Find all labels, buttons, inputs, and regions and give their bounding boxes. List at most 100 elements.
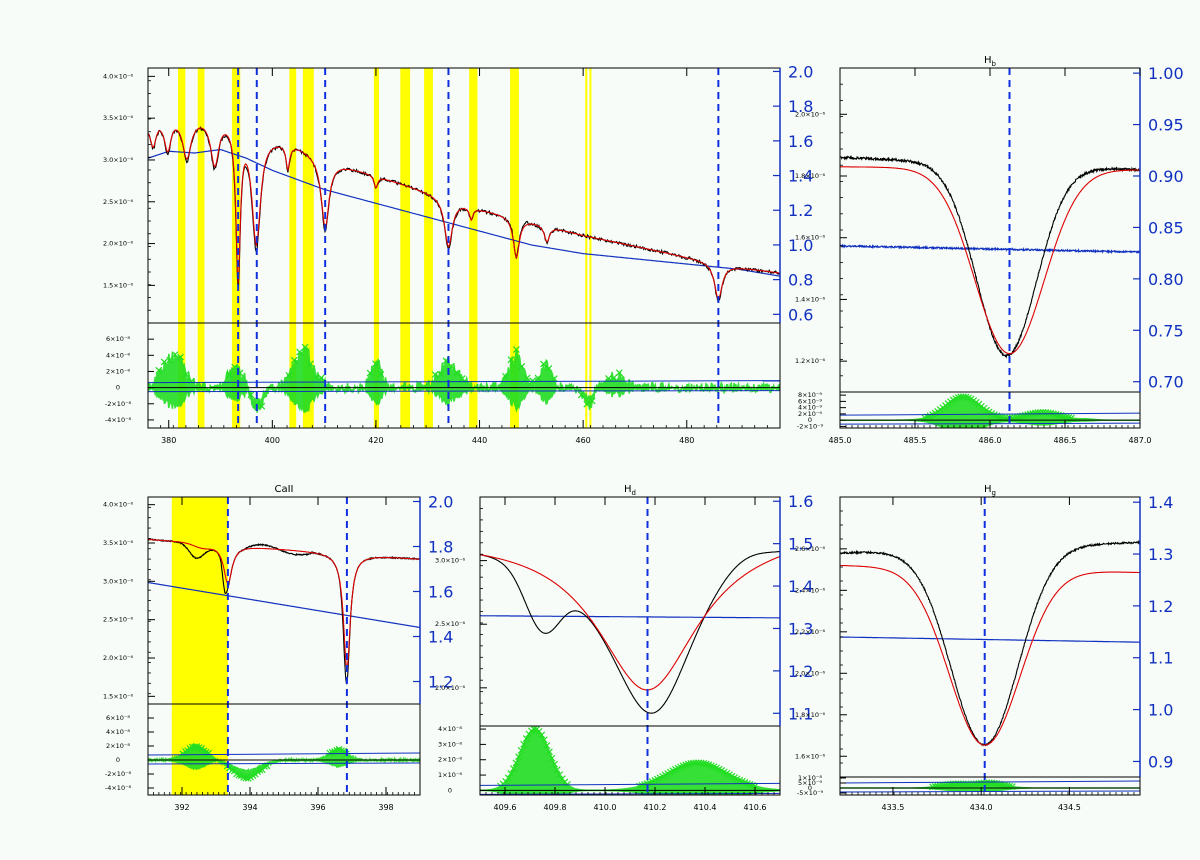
- panel-caii: 392 394 396 398 4.0×10⁻⁶ 3.5×10⁻⁶ 3.0×10⁻⁶ 2.5×…: [103, 484, 454, 812]
- residual-continuum-line: [480, 782, 780, 786]
- y-tick-label: 2.5×10⁻⁶: [103, 616, 133, 624]
- x-tick-label: 396: [310, 803, 325, 812]
- residual-marker: [538, 731, 546, 739]
- residual-marker: [540, 360, 547, 368]
- y-tick-label: 3.5×10⁻⁶: [103, 114, 133, 122]
- right-y-tick-label: 1.2: [1148, 597, 1173, 616]
- right-y-tick-label: 1.0: [788, 236, 813, 255]
- mask-band: [589, 68, 592, 428]
- y-tick-label: 2.6×10⁻⁶: [795, 545, 825, 553]
- panel-hg: 433.5 434.0 434.5 2.6×10⁻⁶ 2.4×10⁻⁶ 2.2×10⁻⁶ 2…: [795, 484, 1174, 812]
- residual-marker: [507, 356, 515, 364]
- residual-continuum-line: [148, 752, 420, 756]
- x-tick-label: 434.5: [1058, 803, 1081, 812]
- y-tick-label: 2.0×10⁻⁶: [103, 654, 133, 662]
- residual-marker: [512, 759, 520, 767]
- resid-y-tick-label: -4×10⁻⁸: [105, 784, 132, 792]
- resid-y-tick-label: 0: [116, 384, 120, 392]
- x-tick-label: 400: [265, 436, 280, 445]
- resid-y-tick-label: 2×10⁻⁸: [106, 742, 130, 750]
- y-tick-label: 1.2×10⁻⁶: [795, 357, 825, 365]
- residual-marker: [615, 369, 623, 377]
- y-tick-label: 2.2×10⁻⁶: [795, 628, 825, 636]
- right-y-tick-label: 1.4: [428, 628, 453, 647]
- resid-y-tick-label: 4×10⁻⁹: [798, 404, 822, 412]
- residual-marker: [960, 393, 967, 401]
- x-tick-label: 486.5: [1054, 436, 1077, 445]
- residual-plot: [148, 343, 780, 414]
- residual-marker: [1001, 781, 1008, 789]
- resid-y-tick-label: 0: [116, 756, 120, 764]
- x-tick-label: 410.2: [644, 803, 667, 812]
- right-y-tick-label: 1.0: [1148, 701, 1173, 720]
- residual-marker: [377, 370, 385, 378]
- residual-continuum-line: [840, 412, 1140, 416]
- residual-marker: [523, 374, 531, 382]
- right-y-tick-label: 1.3: [788, 619, 813, 638]
- residual-marker: [285, 371, 293, 379]
- residual-marker: [372, 360, 379, 368]
- residual-marker: [458, 375, 466, 382]
- panel-hb: 485.0 485.5 486.0 486.5 487.0 2.0×10⁻⁶ 1.8×10⁻…: [795, 55, 1184, 445]
- resid-y-tick-label: -2×10⁻⁸: [105, 400, 132, 408]
- resid-y-tick-label: 2×10⁻⁹: [798, 410, 822, 418]
- residual-marker: [1047, 409, 1055, 417]
- continuum-curve: [480, 615, 780, 619]
- residual-continuum-line: [148, 762, 420, 765]
- residual-marker: [980, 779, 988, 787]
- panel-title: CaII: [274, 484, 293, 495]
- right-y-tick-label: 1.1: [788, 704, 813, 723]
- residual-marker: [502, 777, 510, 785]
- right-y-tick-label: 0.9: [1148, 752, 1173, 771]
- residual-marker: [317, 374, 325, 382]
- panel-title: Hg: [984, 484, 996, 497]
- residual-continuum-line: [148, 390, 780, 393]
- y-tick-label: 1.4×10⁻⁶: [795, 295, 825, 303]
- x-tick-label: 433.5: [881, 803, 904, 812]
- right-y-tick-label: 1.4: [1148, 493, 1173, 512]
- residual-marker: [512, 346, 520, 353]
- residual-marker: [1037, 408, 1044, 416]
- x-tick-label: 480: [679, 436, 694, 445]
- upper-plot: [148, 538, 420, 685]
- x-tick-label: 460: [576, 436, 591, 445]
- right-y-tick-label: 1.6: [788, 132, 813, 151]
- resid-y-tick-label: 6×10⁻⁸: [106, 335, 130, 343]
- y-tick-label: 2.0×10⁻⁶: [795, 669, 825, 677]
- resid-y-tick-label: 6×10⁻⁹: [798, 397, 822, 405]
- residual-marker: [366, 369, 374, 377]
- continuum-curve: [840, 636, 1140, 643]
- resid-y-tick-label: 0: [808, 784, 812, 792]
- right-y-tick-label: 1.3: [1148, 545, 1173, 564]
- x-tick-label: 398: [378, 803, 393, 812]
- residual-marker: [1014, 413, 1021, 421]
- plot-area: [148, 497, 420, 795]
- plot-area: [480, 497, 780, 795]
- right-y-tick-label: 1.2: [788, 201, 813, 220]
- right-y-tick-label: 0.90: [1148, 167, 1184, 186]
- y-tick-label: 2.0×10⁻⁶: [435, 684, 465, 692]
- y-tick-label: 2.0×10⁻⁶: [103, 240, 133, 248]
- x-tick-label: 434.0: [970, 803, 993, 812]
- residual-marker: [551, 760, 558, 768]
- panel-title-subscript: g: [992, 489, 996, 497]
- mask-band: [400, 68, 411, 428]
- resid-y-tick-label: 3×10⁻⁸: [438, 740, 462, 748]
- residual-marker: [1044, 409, 1052, 417]
- residual-marker: [1062, 413, 1070, 421]
- residual-marker: [437, 370, 444, 378]
- right-y-tick-label: 0.70: [1148, 373, 1184, 392]
- residual-marker: [546, 748, 553, 756]
- residual-marker: [160, 358, 168, 366]
- resid-y-tick-label: 1×10⁻⁸: [438, 771, 462, 779]
- mask-band: [231, 68, 241, 428]
- residual-marker: [235, 771, 243, 779]
- residual-marker: [522, 735, 530, 743]
- resid-y-tick-label: 4×10⁻⁸: [106, 728, 130, 736]
- observed-spectrum: [480, 550, 780, 714]
- residual-marker: [256, 766, 264, 774]
- residual-marker: [957, 393, 965, 401]
- residual-marker: [312, 374, 320, 382]
- residual-marker: [529, 377, 537, 385]
- right-y-tick-label: 1.4: [788, 167, 813, 186]
